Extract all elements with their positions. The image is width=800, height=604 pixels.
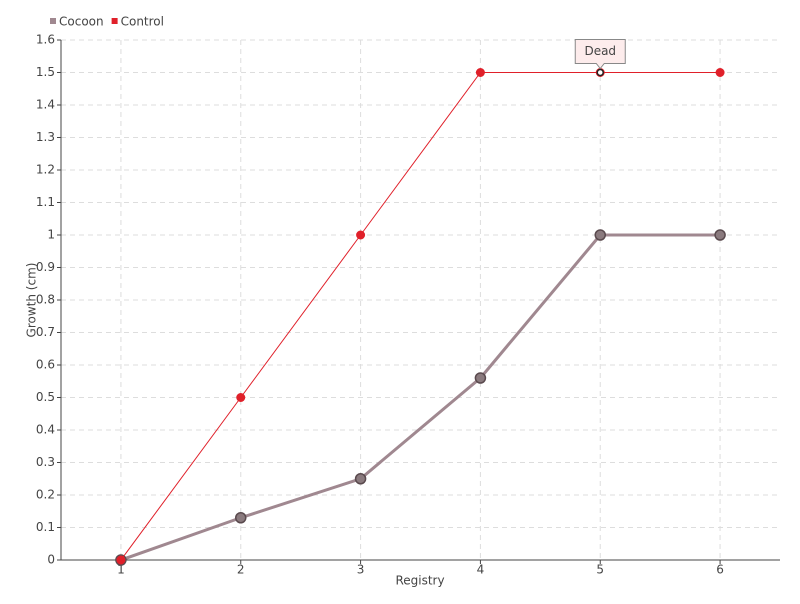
y-tick-label: 1.1 (36, 195, 55, 209)
y-tick-label: 0.8 (36, 293, 55, 307)
point (235, 512, 247, 524)
point (116, 555, 126, 565)
x-tick-label: 2 (237, 563, 245, 577)
point (475, 68, 485, 77)
x-tick-label: 4 (477, 563, 485, 577)
x-tick-label: 5 (596, 563, 604, 577)
y-tick-label: 0.6 (36, 358, 55, 372)
y-tick-label: 1.2 (36, 163, 55, 177)
x-tick-label: 1 (117, 563, 125, 577)
y-tick-label: 1.5 (36, 65, 55, 79)
x-tick-label: 6 (716, 563, 724, 577)
series-line (120, 72, 721, 561)
series-line (120, 233, 721, 562)
y-tick-label: 0.3 (36, 455, 55, 469)
legend-label: Cocoon (59, 15, 104, 29)
y-tick-label: 0.9 (36, 260, 55, 274)
y-tick-label: 0.7 (36, 325, 55, 339)
y-tick-label: 0.5 (36, 390, 55, 404)
point (356, 230, 366, 240)
annotation-box (574, 39, 626, 70)
y-tick-label: 0.2 (36, 488, 55, 502)
y-tick-label: 1.6 (36, 33, 55, 47)
point (594, 229, 606, 241)
y-tick-label: 0 (47, 553, 55, 567)
annotation-text: Dead (584, 44, 616, 58)
annotation-point (596, 68, 604, 77)
y-tick-label: 1.3 (36, 130, 55, 144)
point (474, 372, 487, 384)
y-tick-label: 0.4 (36, 423, 55, 437)
y-tick-label: 1 (47, 228, 55, 242)
point (236, 393, 246, 402)
legend-swatch (111, 18, 118, 24)
point (715, 68, 725, 77)
y-axis-label: Growth (cm) (25, 263, 39, 338)
x-axis-label: Registry (395, 574, 444, 588)
y-tick-label: 0.1 (36, 520, 55, 534)
legend-label: Control (121, 15, 164, 29)
legend-swatch (50, 18, 56, 24)
point (354, 473, 367, 485)
x-tick-label: 3 (357, 563, 365, 577)
y-tick-label: 1.4 (36, 98, 55, 112)
point (714, 229, 726, 241)
